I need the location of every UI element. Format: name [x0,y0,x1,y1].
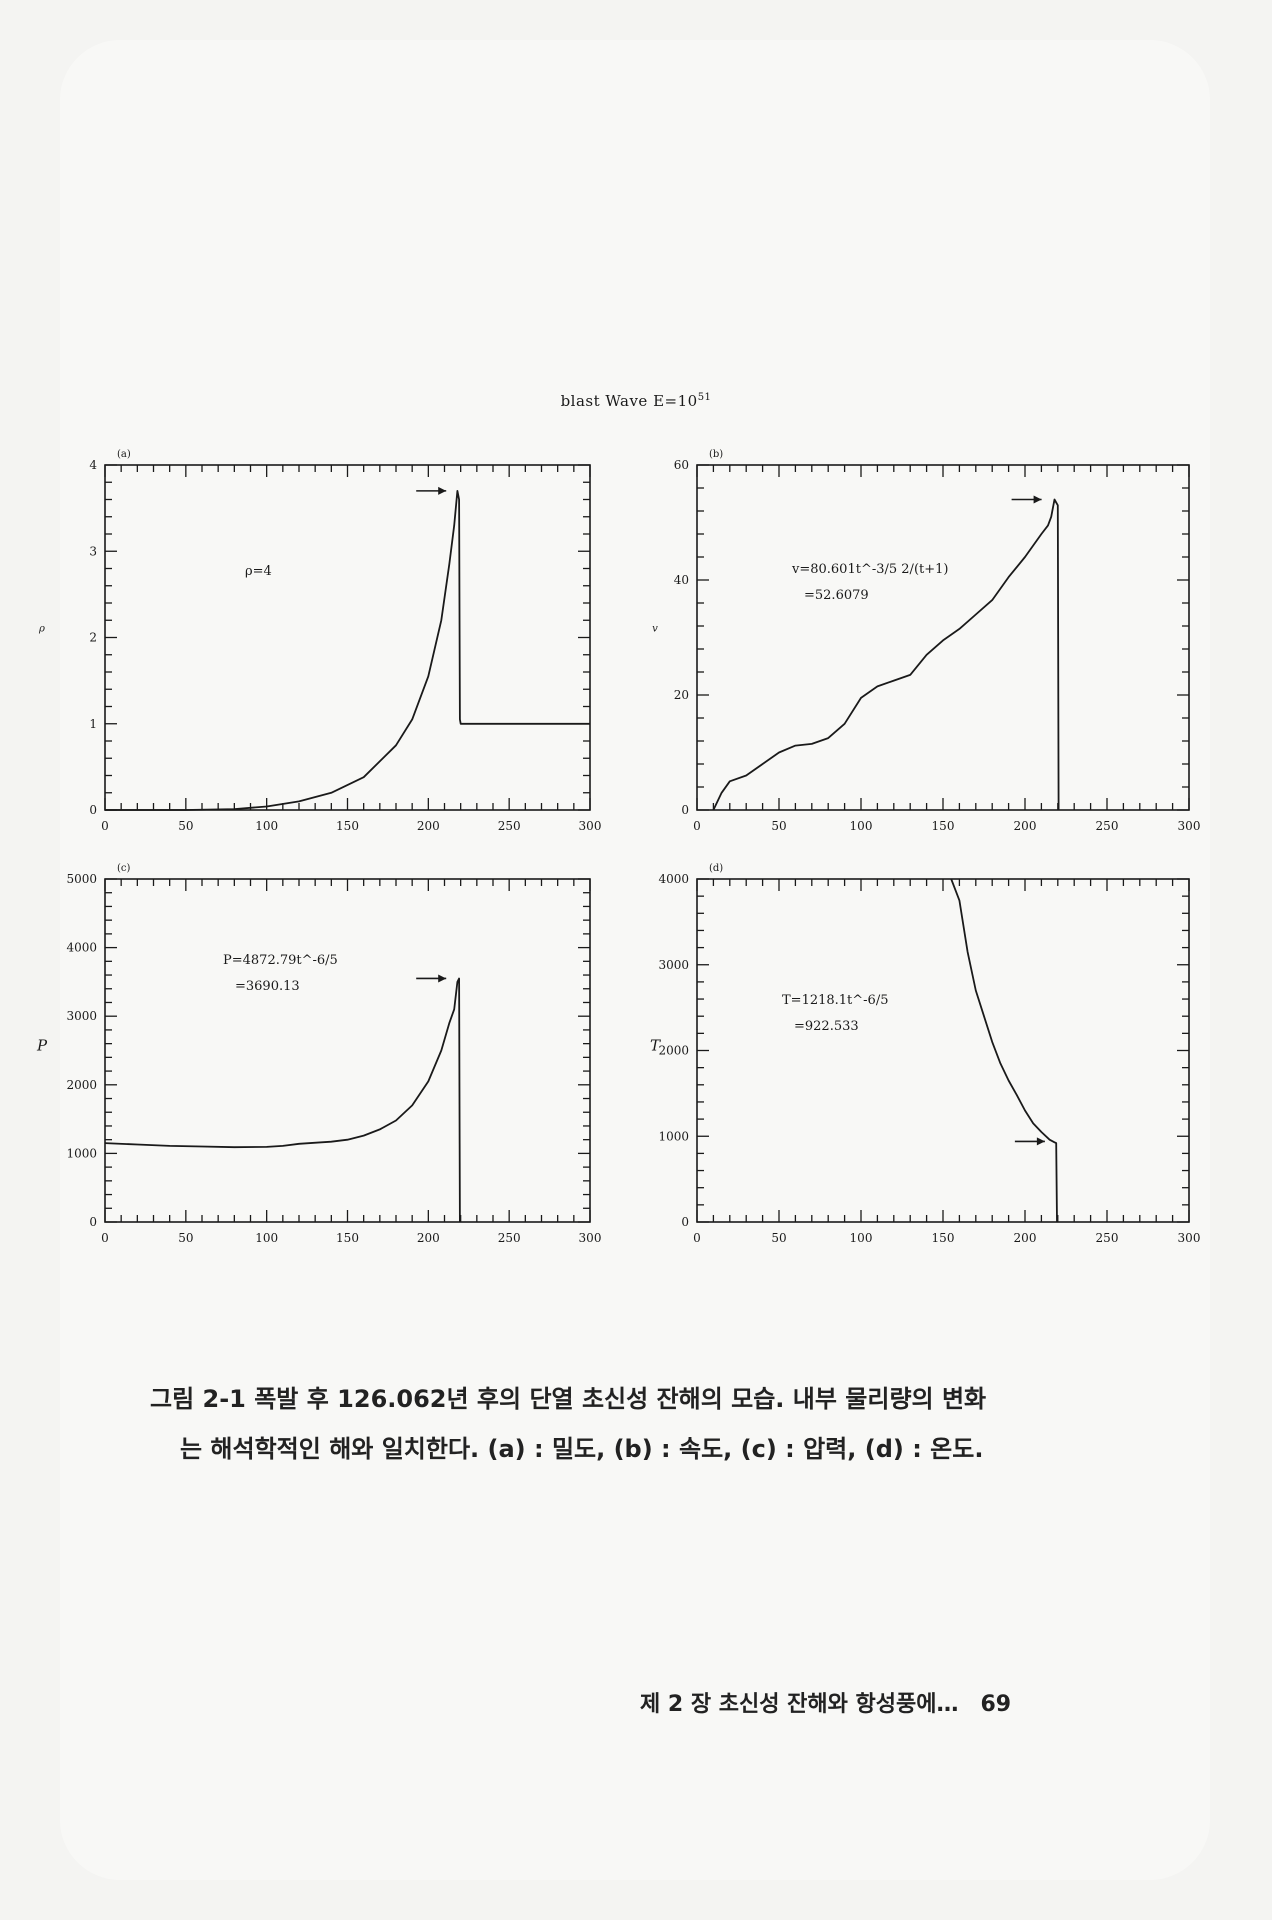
chart-panel-3: 0 50 100 150 200 250 300 5000 4000 3000 2000 1000 0 (… [36,863,602,1245]
caption-line-2: 는 해석학적인 해와 일치한다. (a) : 밀도, (b) : 속도, (c)… [180,1435,984,1463]
y-tick-label: 3000 [66,1009,97,1023]
plot-frame [104,878,591,1223]
y-tick-label: 3 [89,544,97,558]
x-tick-label: 300 [1178,1231,1201,1245]
y-tick-label: 2 [89,631,97,645]
y-tick-label: 0 [89,1215,97,1229]
y-tick-label: 5000 [66,872,97,886]
x-tick-label: 150 [336,819,359,833]
caption-line-1: 그림 2-1 폭발 후 126.062년 후의 단열 초신성 잔해의 모습. 내… [150,1385,987,1413]
figure-title: blast Wave E=1051 [560,392,712,410]
y-tick-label: 3000 [658,958,689,972]
x-tick-label: 200 [1014,819,1037,833]
formula-annotation: ρ=4 [245,564,272,579]
formula-annotation: T=1218.1t^-6/5 [782,993,888,1008]
y-tick-label: 4000 [66,941,97,955]
plot-frame [696,878,1190,1223]
formula-annotation: =52.6079 [804,588,869,603]
chart-panel-2: 0 50 100 150 200 250 3006040200(b)vv=80.601t^-… [652,449,1200,833]
x-tick-label: 50 [771,1231,786,1245]
y-tick-label: 1000 [66,1146,97,1160]
panel-label: (b) [709,449,723,460]
x-tick-label: 0 [101,1231,109,1245]
data-line [950,878,1058,1223]
formula-annotation: v=80.601t^-3/5 2/(t+1) [791,562,948,577]
x-tick-label: 150 [932,1231,955,1245]
x-tick-label: 50 [178,1231,193,1245]
x-tick-label: 300 [579,819,602,833]
data-line [712,498,1060,811]
x-tick-label: 200 [1014,1231,1037,1245]
x-tick-label: 300 [579,1231,602,1245]
x-tick-label: 100 [255,819,278,833]
x-tick-label: 0 [693,819,701,833]
y-axis-label: ρ [38,624,45,635]
x-tick-label: 100 [850,819,873,833]
y-tick-label: 60 [674,458,689,472]
peak-arrow-head [438,486,447,495]
y-axis-label: P [36,1037,48,1055]
y-tick-label: 20 [674,688,689,702]
y-tick-label: 0 [681,1215,689,1229]
x-tick-label: 250 [498,1231,521,1245]
formula-annotation: P=4872.79t^-6/5 [223,953,338,968]
x-tick-label: 0 [693,1231,701,1245]
y-tick-label: 40 [674,573,689,587]
x-tick-label: 150 [336,1231,359,1245]
y-axis-label: v [652,624,658,635]
x-tick-label: 300 [1178,819,1201,833]
y-tick-label: 0 [681,803,689,817]
figure-caption: 그림 2-1 폭발 후 126.062년 후의 단열 초신성 잔해의 모습. 내… [150,1374,1150,1474]
x-tick-label: 200 [417,1231,440,1245]
peak-arrow-head [1033,495,1042,504]
x-tick-label: 50 [771,819,786,833]
y-axis-label: T [650,1037,661,1055]
x-tick-label: 250 [1096,819,1119,833]
page-number: 69 [980,1692,1012,1717]
panel-label: (c) [117,863,131,874]
chapter-title: 제 2 장 초신성 잔해와 항성풍에… [640,1692,959,1717]
data-line [105,490,590,811]
page-sheet [60,40,1210,1880]
x-tick-label: 250 [498,819,521,833]
x-tick-label: 0 [101,819,109,833]
y-tick-label: 1000 [658,1129,689,1143]
y-tick-label: 1 [89,717,97,731]
y-tick-label: 0 [89,803,97,817]
chart-panel-4: 0 50 100 150 200 250 300 4000 3000 2000 1000 0 (d) T T… [650,863,1200,1245]
y-tick-label: 2000 [658,1044,689,1058]
x-tick-label: 100 [255,1231,278,1245]
y-tick-label: 2000 [66,1078,97,1092]
panel-label: (a) [117,449,131,460]
data-line [104,977,461,1223]
x-tick-label: 50 [178,819,193,833]
chart-panel-1: 0 50 100 150 200 250 300 4 3 2 1 0 (a) ρ ρ=4 [38,449,601,833]
panel-label: (d) [709,863,723,874]
y-tick-label: 4000 [658,872,689,886]
x-tick-label: 100 [850,1231,873,1245]
peak-arrow-head [1036,1137,1045,1146]
x-tick-label: 150 [932,819,955,833]
x-tick-label: 200 [417,819,440,833]
plot-frame [104,464,591,811]
x-tick-label: 250 [1096,1231,1119,1245]
page-footer: 제 2 장 초신성 잔해와 항성풍에… 69 [640,1686,1011,1718]
formula-annotation: =3690.13 [235,979,300,994]
peak-arrow-head [438,974,447,983]
y-tick-label: 4 [89,458,97,472]
formula-annotation: =922.533 [794,1019,859,1034]
